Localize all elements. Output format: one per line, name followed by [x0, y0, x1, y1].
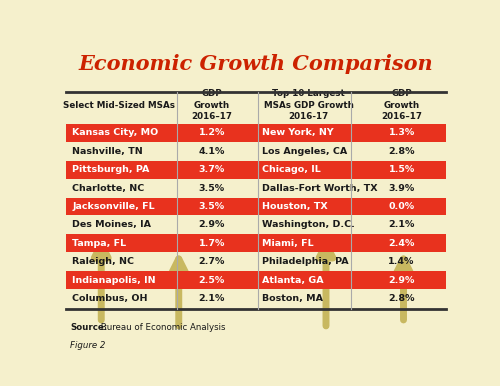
Text: 2.7%: 2.7% [198, 257, 225, 266]
Text: Jacksonville, FL: Jacksonville, FL [72, 202, 155, 211]
Text: GDP
Growth
2016–17: GDP Growth 2016–17 [191, 90, 232, 120]
Text: 3.5%: 3.5% [198, 184, 225, 193]
Text: 2.1%: 2.1% [198, 294, 225, 303]
Text: Kansas City, MO: Kansas City, MO [72, 128, 158, 137]
Text: 2.8%: 2.8% [388, 294, 415, 303]
Text: Columbus, OH: Columbus, OH [72, 294, 148, 303]
Text: 1.7%: 1.7% [198, 239, 225, 248]
Text: 1.2%: 1.2% [198, 128, 225, 137]
Bar [66, 161, 446, 179]
Bar [66, 271, 446, 289]
Text: Charlotte, NC: Charlotte, NC [72, 184, 144, 193]
Text: 1.5%: 1.5% [388, 165, 414, 174]
Text: Nashville, TN: Nashville, TN [72, 147, 143, 156]
Text: Washington, D.C.: Washington, D.C. [262, 220, 355, 229]
Text: Economic Growth Comparison: Economic Growth Comparison [79, 54, 434, 74]
Text: 2.9%: 2.9% [388, 276, 415, 285]
Text: Bureau of Economic Analysis: Bureau of Economic Analysis [98, 323, 226, 332]
Text: Houston, TX: Houston, TX [262, 202, 328, 211]
Text: Dallas-Fort Worth, TX: Dallas-Fort Worth, TX [262, 184, 378, 193]
Text: New York, NY: New York, NY [262, 128, 334, 137]
Text: Figure 2: Figure 2 [70, 340, 106, 350]
Text: 1.4%: 1.4% [388, 257, 415, 266]
Text: 4.1%: 4.1% [198, 147, 225, 156]
Text: 1.3%: 1.3% [388, 128, 414, 137]
Text: 3.7%: 3.7% [198, 165, 225, 174]
Text: Des Moines, IA: Des Moines, IA [72, 220, 151, 229]
Text: Chicago, IL: Chicago, IL [262, 165, 321, 174]
Text: Los Angeles, CA: Los Angeles, CA [262, 147, 348, 156]
Text: 2.5%: 2.5% [198, 276, 225, 285]
Bar [66, 234, 446, 252]
Text: Indianapolis, IN: Indianapolis, IN [72, 276, 156, 285]
Text: Atlanta, GA: Atlanta, GA [262, 276, 324, 285]
Text: Miami, FL: Miami, FL [262, 239, 314, 248]
Bar [66, 124, 446, 142]
Text: Select Mid-Sized MSAs: Select Mid-Sized MSAs [62, 100, 174, 110]
Text: Raleigh, NC: Raleigh, NC [72, 257, 134, 266]
Text: 2.1%: 2.1% [388, 220, 415, 229]
Bar [66, 198, 446, 215]
Text: 0.0%: 0.0% [388, 202, 414, 211]
Text: 2.9%: 2.9% [198, 220, 225, 229]
Text: Source:: Source: [70, 323, 108, 332]
Text: Pittsburgh, PA: Pittsburgh, PA [72, 165, 150, 174]
Text: GDP
Growth
2016–17: GDP Growth 2016–17 [381, 90, 422, 120]
Text: 2.8%: 2.8% [388, 147, 415, 156]
Text: 2.4%: 2.4% [388, 239, 415, 248]
Text: Top 10 Largest
MSAs GDP Growth
2016-17: Top 10 Largest MSAs GDP Growth 2016-17 [264, 90, 354, 120]
Text: 3.9%: 3.9% [388, 184, 414, 193]
Text: Philadelphia, PA: Philadelphia, PA [262, 257, 348, 266]
Text: Tampa, FL: Tampa, FL [72, 239, 126, 248]
Text: Boston, MA: Boston, MA [262, 294, 323, 303]
Text: 3.5%: 3.5% [198, 202, 225, 211]
